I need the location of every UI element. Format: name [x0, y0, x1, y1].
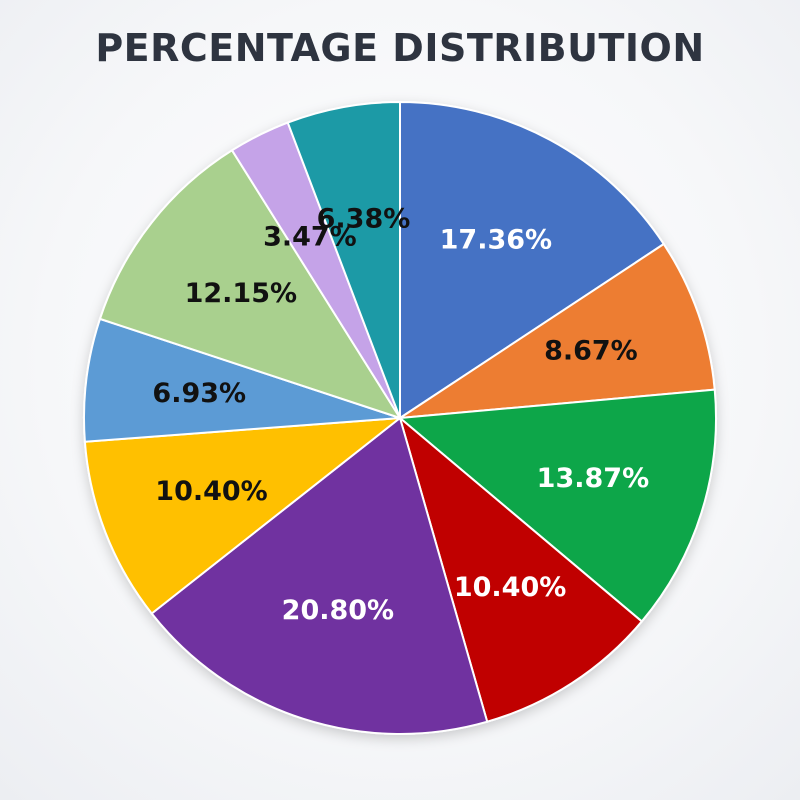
- pie-slice-8: [98, 149, 401, 419]
- slice-label-7: 6.93%: [152, 378, 246, 409]
- slice-label-5: 20.80%: [282, 595, 394, 626]
- pie-slice-3: [399, 388, 717, 623]
- pie-slice-10: [286, 101, 401, 419]
- slice-label-6: 10.40%: [155, 476, 267, 507]
- pie-slice-5: [150, 417, 489, 735]
- slice-label-9: 3.47%: [263, 221, 357, 252]
- chart-title: PERCENTAGE DISTRIBUTION: [95, 26, 705, 70]
- pie-slice-4: [399, 417, 643, 723]
- slice-label-10: 6.38%: [317, 204, 411, 235]
- slice-label-2: 8.67%: [544, 336, 638, 367]
- pie-slices: [83, 101, 717, 735]
- slice-label-1: 17.36%: [440, 224, 552, 255]
- slice-label-8: 12.15%: [185, 278, 297, 309]
- slice-label-3: 13.87%: [537, 463, 649, 494]
- pie-slice-6: [83, 417, 401, 615]
- pie-slice-2: [399, 243, 716, 419]
- pie-slice-7: [83, 317, 401, 443]
- pie-labels: 17.36% 8.67% 13.87% 10.40% 20.80% 10.40% 6.93%…: [152, 204, 649, 626]
- slice-label-4: 10.40%: [454, 572, 566, 603]
- pie-slice-1: [399, 101, 665, 419]
